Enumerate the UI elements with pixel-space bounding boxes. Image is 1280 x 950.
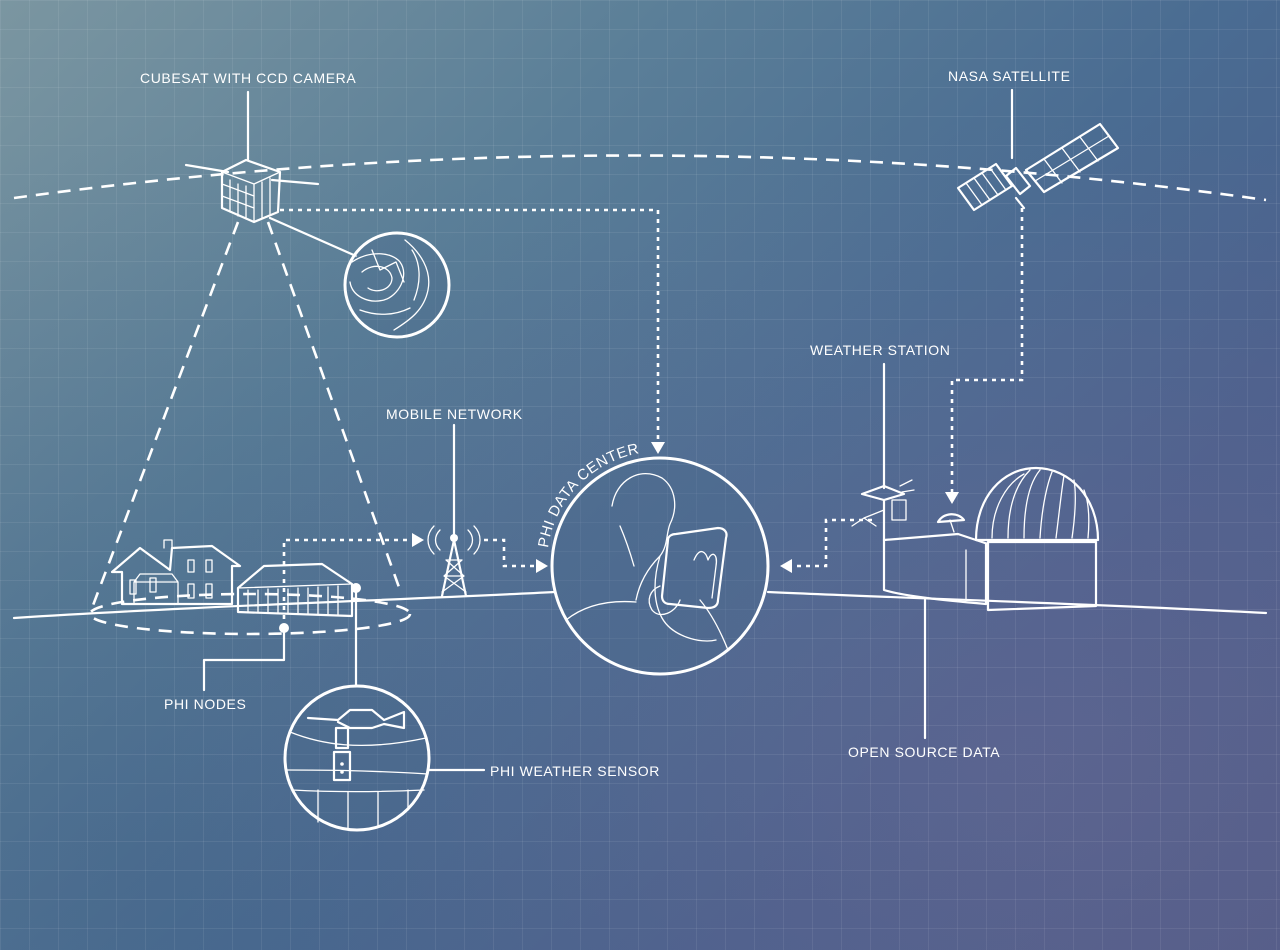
- coverage-ellipse: [88, 592, 412, 636]
- nasa-satellite-label: NASA SATELLITE: [948, 68, 1071, 84]
- observatory-icon: [882, 466, 1100, 612]
- nodes-network-link: [282, 538, 414, 628]
- phi-nodes-leader: [202, 626, 286, 692]
- network-datacenter-link: [484, 538, 538, 568]
- cell-tower-icon: [427, 423, 481, 598]
- nasa-data-link: [950, 208, 1024, 496]
- mobile-network-label: MOBILE NETWORK: [386, 406, 523, 422]
- camera-cone-left: [90, 221, 240, 609]
- open-source-data-label: OPEN SOURCE DATA: [848, 744, 1001, 760]
- phi-weather-sensor-label: PHI WEATHER SENSOR: [490, 763, 661, 779]
- weather-sensor-detail-icon: [283, 684, 431, 832]
- cubesat-data-link: [280, 208, 660, 446]
- phi-nodes-label: PHI NODES: [164, 696, 247, 712]
- orbit-arc: [13, 154, 1267, 202]
- nasa-satellite-icon: [956, 122, 1120, 212]
- cubesat-label: CUBESAT WITH CCD CAMERA: [140, 70, 357, 86]
- cubesat-icon: [184, 158, 320, 224]
- weather-station-icon: [851, 362, 915, 542]
- data-center-icon: [550, 456, 770, 676]
- weather-station-label: WEATHER STATION: [810, 342, 951, 358]
- farmhouse-icon: [110, 539, 242, 606]
- terrain-map-icon: [343, 231, 451, 339]
- barn-icon: [236, 562, 354, 618]
- map-zoom-leader: [268, 216, 358, 258]
- ground-line: [12, 590, 1268, 620]
- weather-station-link: [790, 518, 872, 568]
